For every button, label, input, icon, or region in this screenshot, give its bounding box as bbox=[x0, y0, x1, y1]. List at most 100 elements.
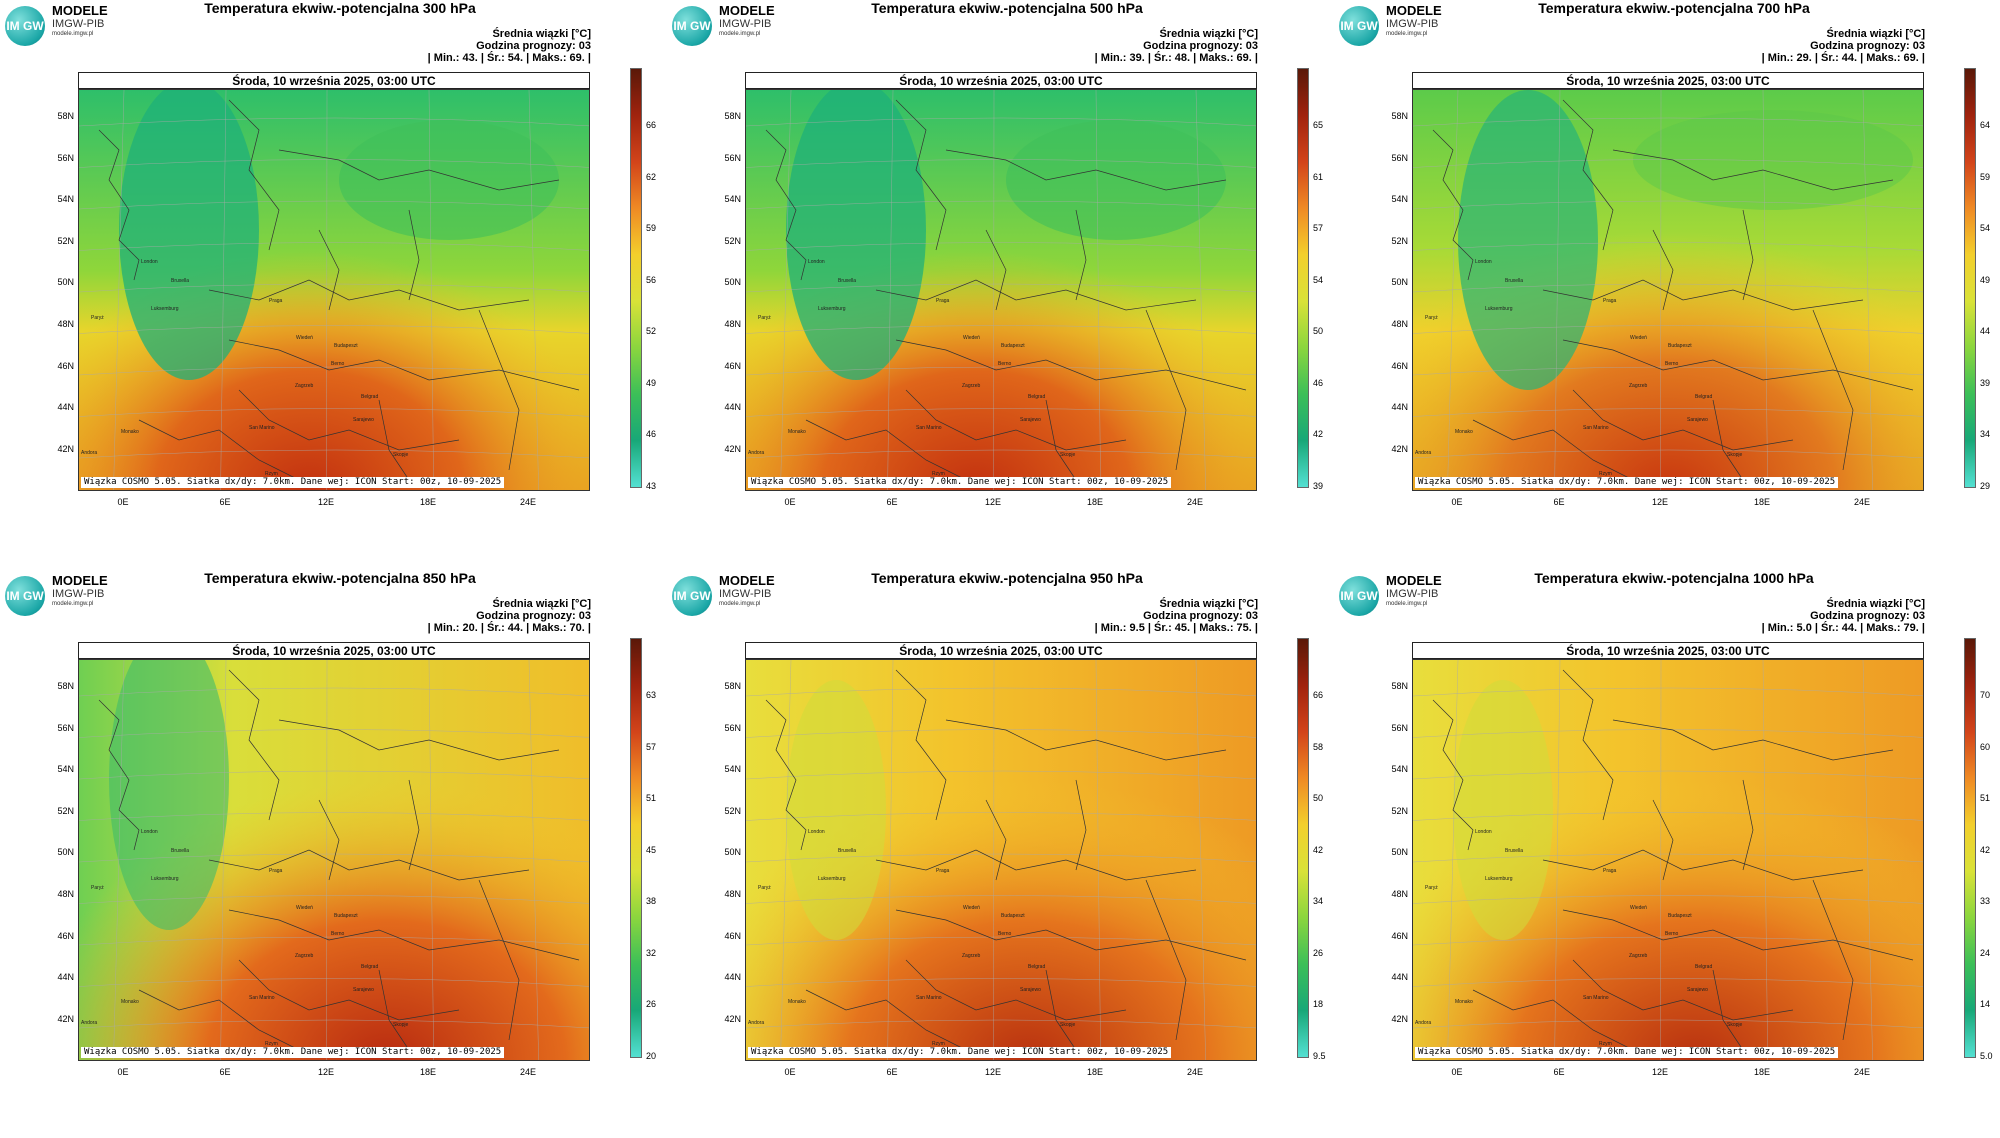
city-label: Bruxella bbox=[838, 848, 856, 854]
colorbar-label: 44 bbox=[1980, 326, 1990, 336]
logo-line2: IMGW-PIB bbox=[52, 588, 108, 600]
colorbar-label: 24 bbox=[1980, 948, 1990, 958]
date-bar: Środa, 10 września 2025, 03:00 UTC bbox=[745, 72, 1257, 89]
colorbar-label: 34 bbox=[1980, 429, 1990, 439]
city-label: Berno bbox=[331, 361, 344, 367]
logo-line3: modele.imgw.pl bbox=[1386, 600, 1442, 608]
logo-text: MODELE IMGW-PIB modele.imgw.pl bbox=[719, 4, 775, 38]
lon-label: 18E bbox=[413, 1067, 443, 1077]
city-label: Praga bbox=[269, 298, 282, 304]
city-label: Wiedeń bbox=[1630, 905, 1647, 911]
city-label: San Marino bbox=[916, 995, 942, 1001]
colorbar-label: 52 bbox=[646, 326, 656, 336]
lat-label: 52N bbox=[30, 806, 74, 816]
lon-label: 12E bbox=[978, 497, 1008, 507]
colorbar-label: 51 bbox=[1980, 793, 1990, 803]
city-label: Belgrad bbox=[1695, 964, 1712, 970]
city-label: Zagrzeb bbox=[962, 953, 980, 959]
lon-label: 6E bbox=[1544, 497, 1574, 507]
city-label: Luksemburg bbox=[1485, 876, 1513, 882]
map-footer: Wiązka COSMO 5.05. Siatka dx/dy: 7.0km. … bbox=[748, 1047, 1171, 1058]
colorbar-label: 39 bbox=[1313, 481, 1323, 491]
map-footer: Wiązka COSMO 5.05. Siatka dx/dy: 7.0km. … bbox=[748, 477, 1171, 488]
city-label: Paryż bbox=[91, 315, 104, 321]
lon-label: 6E bbox=[877, 497, 907, 507]
lat-label: 46N bbox=[30, 931, 74, 941]
city-label: Berno bbox=[998, 931, 1011, 937]
colorbar-label: 49 bbox=[1980, 275, 1990, 285]
logo-line3: modele.imgw.pl bbox=[719, 30, 775, 38]
city-label: Budapeszt bbox=[1668, 913, 1692, 919]
lon-label: 12E bbox=[311, 497, 341, 507]
lat-label: 44N bbox=[697, 972, 741, 982]
logo-line2: IMGW-PIB bbox=[719, 18, 775, 30]
colorbar bbox=[630, 638, 642, 1058]
city-label: Skopje bbox=[393, 452, 408, 458]
lon-label: 6E bbox=[210, 1067, 240, 1077]
map-panel: IM GW MODELE IMGW-PIB modele.imgw.pl Tem… bbox=[667, 570, 1334, 1138]
imgw-logo: IM GW bbox=[672, 6, 712, 46]
colorbar-label: 51 bbox=[646, 793, 656, 803]
lon-label: 24E bbox=[1180, 497, 1210, 507]
logo-line1: MODELE bbox=[719, 4, 775, 18]
map-svg bbox=[79, 90, 590, 491]
lat-label: 50N bbox=[697, 847, 741, 857]
city-label: Monako bbox=[788, 429, 806, 435]
logo-line2: IMGW-PIB bbox=[1386, 18, 1442, 30]
lat-label: 58N bbox=[697, 681, 741, 691]
lat-label: 44N bbox=[30, 972, 74, 982]
colorbar-label: 34 bbox=[1313, 896, 1323, 906]
city-label: Monako bbox=[121, 999, 139, 1005]
stats-line: | Min.: 20. | Śr.: 44. | Maks.: 70. | bbox=[428, 622, 591, 634]
date-bar: Środa, 10 września 2025, 03:00 UTC bbox=[745, 642, 1257, 659]
stats-line: | Min.: 29. | Śr.: 44. | Maks.: 69. | bbox=[1762, 52, 1925, 64]
colorbar-label: 26 bbox=[646, 999, 656, 1009]
lon-label: 6E bbox=[210, 497, 240, 507]
city-label: San Marino bbox=[1583, 425, 1609, 431]
lon-label: 18E bbox=[1747, 1067, 1777, 1077]
city-label: Monako bbox=[121, 429, 139, 435]
stats-line: | Min.: 39. | Śr.: 48. | Maks.: 69. | bbox=[1095, 52, 1258, 64]
city-label: Bruxella bbox=[171, 848, 189, 854]
city-label: Belgrad bbox=[1028, 964, 1045, 970]
logo-text: MODELE IMGW-PIB modele.imgw.pl bbox=[1386, 574, 1442, 608]
map-panel: IM GW MODELE IMGW-PIB modele.imgw.pl Tem… bbox=[1334, 570, 2000, 1138]
colorbar-label: 54 bbox=[1980, 223, 1990, 233]
city-label: Budapeszt bbox=[1001, 343, 1025, 349]
lon-label: 18E bbox=[1747, 497, 1777, 507]
map-footer: Wiązka COSMO 5.05. Siatka dx/dy: 7.0km. … bbox=[81, 477, 504, 488]
city-label: London bbox=[1475, 829, 1492, 835]
logo-line3: modele.imgw.pl bbox=[1386, 30, 1442, 38]
date-bar: Środa, 10 września 2025, 03:00 UTC bbox=[78, 72, 590, 89]
stats-title: Średnia wiązki [°C] bbox=[428, 598, 591, 610]
imgw-logo: IM GW bbox=[1339, 576, 1379, 616]
city-label: Praga bbox=[1603, 868, 1616, 874]
city-label: Andora bbox=[748, 450, 764, 456]
forecast-hour: Godzina prognozy: 03 bbox=[1095, 610, 1258, 622]
lat-label: 48N bbox=[697, 889, 741, 899]
map-footer: Wiązka COSMO 5.05. Siatka dx/dy: 7.0km. … bbox=[81, 1047, 504, 1058]
city-label: Berno bbox=[1665, 361, 1678, 367]
colorbar-label: 18 bbox=[1313, 999, 1323, 1009]
city-label: London bbox=[1475, 259, 1492, 265]
panel-title: Temperatura ekwiw.-potencjalna 700 hPa bbox=[1494, 0, 1854, 16]
city-label: Zagrzeb bbox=[295, 953, 313, 959]
stats-title: Średnia wiązki [°C] bbox=[428, 28, 591, 40]
city-label: Wiedeń bbox=[963, 905, 980, 911]
logo-text: MODELE IMGW-PIB modele.imgw.pl bbox=[719, 574, 775, 608]
lat-label: 58N bbox=[30, 111, 74, 121]
lat-label: 54N bbox=[30, 764, 74, 774]
city-label: Wiedeń bbox=[296, 335, 313, 341]
city-label: Zagrzeb bbox=[962, 383, 980, 389]
colorbar-label: 49 bbox=[646, 378, 656, 388]
lat-label: 48N bbox=[697, 319, 741, 329]
colorbar bbox=[1297, 638, 1309, 1058]
map-panel: IM GW MODELE IMGW-PIB modele.imgw.pl Tem… bbox=[1334, 0, 2000, 568]
stats-box: Średnia wiązki [°C] Godzina prognozy: 03… bbox=[1095, 598, 1258, 634]
stats-box: Średnia wiązki [°C] Godzina prognozy: 03… bbox=[428, 28, 591, 64]
stats-box: Średnia wiązki [°C] Godzina prognozy: 03… bbox=[428, 598, 591, 634]
forecast-hour: Godzina prognozy: 03 bbox=[1762, 610, 1925, 622]
city-label: Budapeszt bbox=[334, 913, 358, 919]
